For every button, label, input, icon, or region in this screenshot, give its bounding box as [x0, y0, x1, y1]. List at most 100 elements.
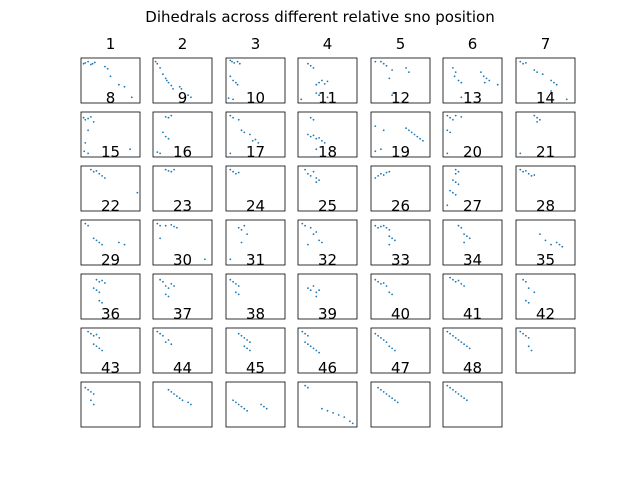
scatter-point	[457, 79, 460, 82]
scatter-point	[530, 175, 533, 177]
scatter-point	[173, 393, 176, 395]
panel-label: 4	[323, 35, 333, 53]
scatter-point	[452, 191, 454, 194]
scatter-point	[522, 62, 524, 65]
scatter-point	[98, 299, 101, 302]
scatter-point	[394, 92, 396, 94]
panel-frame	[152, 165, 213, 212]
panel-label: 22	[101, 197, 120, 215]
panel-1: 1	[80, 35, 141, 104]
scatter-point	[380, 225, 382, 228]
panel-frame	[442, 273, 503, 320]
scatter-point	[162, 334, 164, 337]
panel-frame	[225, 273, 286, 320]
panel-14: 14	[515, 89, 576, 158]
panel-label: 45	[246, 359, 265, 377]
panel-18: 18	[297, 143, 358, 212]
scatter-point	[159, 332, 162, 335]
scatter-point	[130, 96, 133, 99]
scatter-point	[374, 125, 377, 127]
scatter-point	[463, 233, 465, 236]
scatter-point	[167, 137, 170, 140]
scatter-point	[167, 388, 170, 391]
scatter-point	[237, 403, 240, 406]
scatter-point	[180, 88, 183, 90]
scatter-point	[519, 60, 522, 63]
scatter-point	[95, 239, 98, 242]
scatter-point	[380, 337, 382, 339]
scatter-point	[243, 131, 246, 134]
scatter-point	[374, 278, 377, 281]
scatter-point	[533, 69, 536, 71]
scatter-point	[235, 401, 237, 404]
scatter-point	[565, 98, 568, 101]
scatter-point	[190, 96, 192, 99]
scatter-point	[98, 280, 101, 283]
scatter-point	[84, 118, 87, 121]
panel-label: 19	[391, 143, 410, 161]
panel-label: 7	[541, 35, 551, 53]
scatter-point	[243, 345, 246, 348]
panel-label: 44	[173, 359, 192, 377]
panel-label: 27	[463, 197, 482, 215]
panel-label: 46	[318, 359, 337, 377]
scatter-point	[172, 88, 174, 90]
scatter-point	[323, 142, 326, 144]
panel-label: 36	[101, 305, 120, 323]
scatter-point	[170, 283, 173, 285]
scatter-point	[101, 243, 103, 246]
scatter-point	[388, 291, 391, 294]
panel-label: 41	[463, 305, 482, 323]
scatter-point	[550, 79, 552, 82]
panel-label: 42	[536, 305, 555, 323]
scatter-point	[235, 291, 237, 294]
scatter-point	[391, 293, 393, 296]
scatter-point	[170, 223, 173, 226]
scatter-point	[243, 337, 246, 339]
scatter-point	[83, 150, 86, 153]
scatter-point	[156, 151, 159, 154]
panel-frame	[442, 57, 503, 104]
scatter-point	[187, 401, 190, 404]
panel-frame	[442, 381, 503, 428]
panel-label: 33	[391, 251, 410, 269]
scatter-point	[118, 83, 120, 86]
scatter-point	[136, 191, 139, 194]
scatter-point	[95, 169, 98, 172]
panel-17: 17	[225, 143, 286, 212]
scatter-point	[519, 168, 522, 171]
panel-label: 16	[173, 143, 192, 161]
scatter-point	[240, 334, 243, 337]
scatter-point	[101, 175, 103, 177]
scatter-point	[385, 226, 388, 229]
scatter-point	[530, 349, 533, 352]
scatter-point	[164, 135, 167, 138]
scatter-point	[246, 339, 249, 341]
scatter-point	[457, 224, 460, 227]
scatter-point	[98, 241, 101, 244]
panel-label: 10	[246, 89, 265, 107]
panel-30: 30	[152, 251, 213, 320]
scatter-point	[176, 226, 178, 229]
scatter-point	[315, 291, 318, 294]
scatter-point	[87, 60, 89, 63]
scatter-point	[388, 243, 391, 246]
scatter-point	[452, 67, 454, 69]
scatter-point	[388, 170, 391, 173]
scatter-point	[309, 175, 312, 177]
scatter-point	[525, 299, 527, 302]
panel-23: 23	[152, 197, 213, 266]
scatter-point	[380, 388, 382, 391]
panel-label: 15	[101, 143, 120, 161]
scatter-point	[463, 285, 465, 287]
scatter-point	[159, 278, 162, 281]
scatter-point	[525, 169, 527, 172]
panel-label: 17	[246, 143, 265, 161]
scatter-point	[159, 224, 162, 227]
panel-label: 9	[178, 89, 188, 107]
scatter-point	[237, 171, 240, 174]
scatter-point	[312, 233, 315, 236]
scatter-point	[463, 343, 465, 346]
panel-label: 2	[178, 35, 188, 53]
panel-6: 6	[442, 35, 503, 104]
